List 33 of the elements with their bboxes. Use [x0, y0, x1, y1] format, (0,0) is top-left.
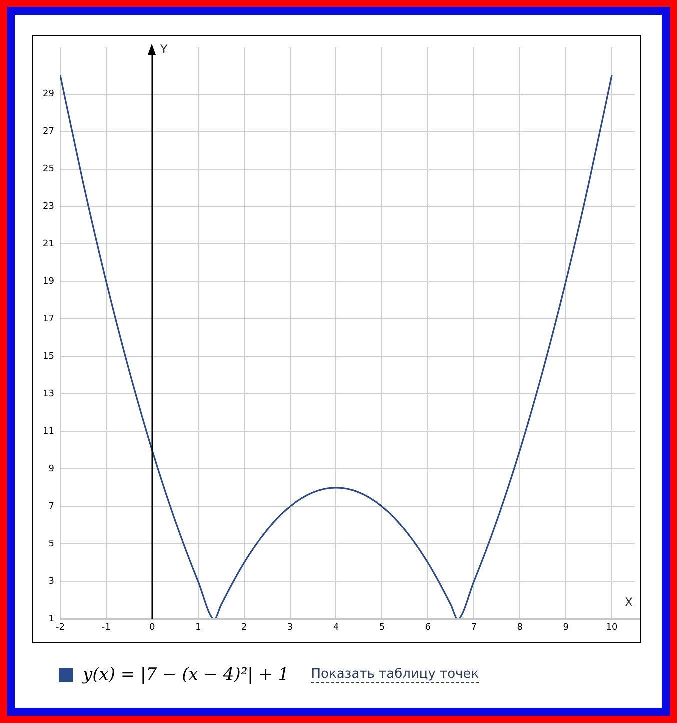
x-tick-label: 8	[517, 622, 524, 633]
x-tick-label: 4	[333, 622, 340, 633]
y-tick-label: 15	[43, 352, 54, 362]
x-tick-label: 2	[241, 622, 248, 633]
legend-label: y(x) = |7 − (x − 4)²| + 1	[83, 665, 290, 685]
x-tick-label: 7	[471, 622, 477, 633]
x-tick-label: 0	[150, 622, 156, 633]
x-tick-label: 9	[563, 622, 570, 633]
y-tick-label: 17	[43, 314, 54, 325]
x-tick-label: 5	[379, 622, 386, 633]
y-tick-label: 9	[48, 464, 55, 475]
y-tick-label: 5	[48, 540, 54, 550]
y-tick-label: 27	[43, 127, 54, 138]
y-tick-label: 3	[48, 577, 54, 588]
x-tick-label: 1	[195, 622, 202, 633]
x-axis-title: X	[624, 595, 634, 610]
y-tick-label: 11	[43, 427, 54, 438]
y-axis-title: Y	[159, 42, 168, 57]
x-tick-label: 10	[606, 622, 618, 633]
line-series	[60, 74, 613, 620]
y-tick-label: 7	[48, 502, 54, 512]
y-tick-label: 19	[43, 277, 55, 288]
text: Показать таблицу точек	[311, 667, 480, 683]
y-tick-label: 23	[43, 202, 54, 212]
x-tick-label: 3	[287, 622, 294, 633]
y-tick-label: 21	[43, 240, 54, 250]
x-tick-label: -2	[56, 622, 65, 633]
x-tick-label: 6	[425, 622, 432, 633]
x-tick-label: -1	[102, 622, 111, 633]
y-tick-label: 1	[48, 614, 54, 625]
y-tick-label: 13	[43, 390, 54, 400]
y-tick-label: 25	[43, 164, 54, 175]
y-tick-label: 29	[43, 90, 55, 100]
